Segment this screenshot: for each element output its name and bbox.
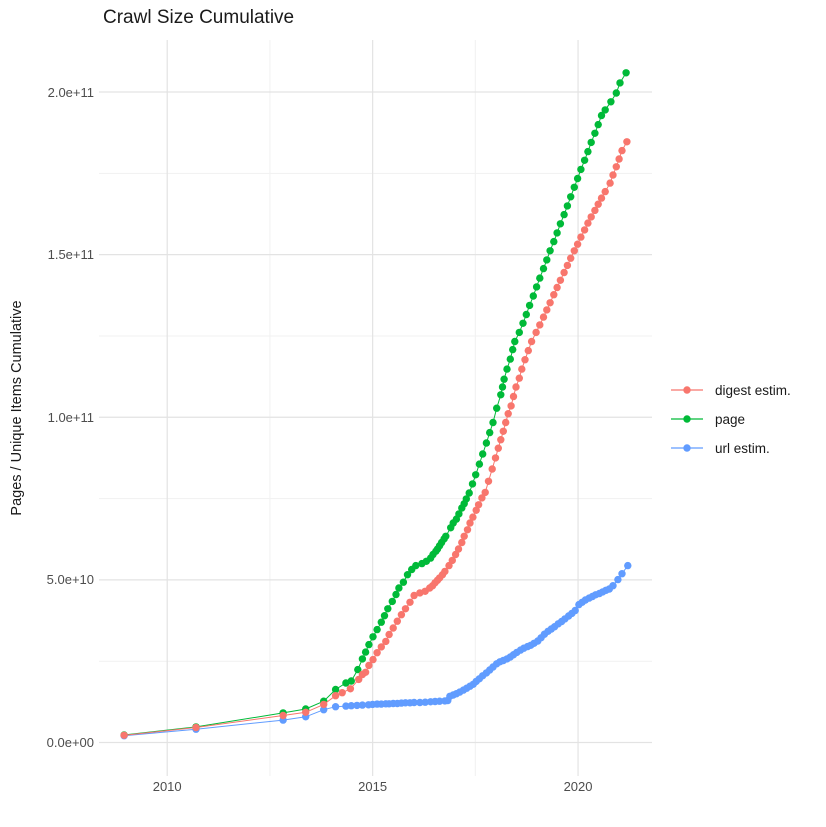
y-tick-label: 2.0e+11 xyxy=(47,84,94,100)
y-tick-label: 5.0e+10 xyxy=(46,572,94,588)
y-axis-title: Pages / Unique Items Cumulative xyxy=(9,300,25,516)
legend-key-digest-icon xyxy=(668,380,706,400)
legend: digest estim. page url estim. xyxy=(668,380,791,458)
y-tick-label: 1.5e+11 xyxy=(47,247,94,263)
x-tick-label: 2010 xyxy=(152,779,182,794)
legend-label-page: page xyxy=(715,411,746,427)
legend-label-digest: digest estim. xyxy=(715,382,791,398)
legend-item-digest: digest estim. xyxy=(668,380,791,400)
legend-label-url: url estim. xyxy=(715,440,770,456)
x-tick-label: 2015 xyxy=(358,779,388,794)
legend-item-page: page xyxy=(668,409,791,429)
chart-title: Crawl Size Cumulative xyxy=(103,7,295,28)
legend-key-page-icon xyxy=(668,409,706,429)
x-tick-label: 2020 xyxy=(563,779,593,794)
y-tick-label: 0.0e+00 xyxy=(46,735,94,750)
legend-item-url: url estim. xyxy=(668,438,791,458)
legend-key-url-icon xyxy=(668,438,706,458)
y-tick-label: 1.0e+11 xyxy=(47,409,94,425)
